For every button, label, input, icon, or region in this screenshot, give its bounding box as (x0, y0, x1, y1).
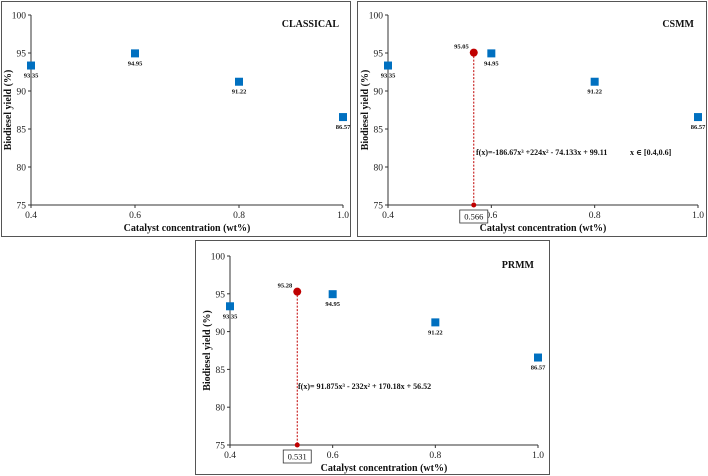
x-tick-label: 0.4 (382, 211, 394, 221)
chart-title: PRMM (502, 260, 535, 271)
chart-prmm: 75 80 85 90 95 100 0.4 0.6 0.8 1.0 Catalyst concen… (202, 253, 546, 475)
y-axis-label: Biodiesel yield (%) (360, 70, 371, 151)
y-tick-label: 95 (216, 290, 226, 300)
data-label: 94.95 (484, 60, 499, 67)
domain-note: x ∈ [0.4,0.6] (630, 148, 672, 157)
data-point (694, 113, 702, 122)
data-point (226, 302, 234, 311)
y-tick-label: 95 (17, 50, 27, 60)
y-tick-label: 85 (216, 366, 226, 376)
y-tick-label: 90 (374, 88, 384, 98)
data-label: 93.35 (381, 73, 396, 80)
data-label: 94.95 (325, 301, 340, 308)
data-point (339, 113, 347, 122)
data-label: 91.22 (428, 329, 443, 336)
x-tick-label: 0.4 (224, 451, 236, 461)
chart-panel-classical: 75 80 85 90 95 100 0.4 0.6 0.8 1.0 Catalyst concen… (1, 1, 351, 237)
data-label: 94.95 (128, 60, 143, 67)
chart-classical: 75 80 85 90 95 100 0.4 0.6 0.8 1.0 Catalyst concen… (3, 12, 351, 235)
regression-equation: f(x)= 91.875x³ - 232x² + 170.18x + 56.52 (298, 382, 431, 391)
y-axis-label: Biodiesel yield (%) (3, 70, 14, 151)
data-point (27, 61, 35, 70)
y-tick-label: 90 (17, 88, 27, 98)
optimum-point (293, 287, 302, 296)
data-point (131, 49, 139, 58)
data-point (235, 77, 243, 86)
y-tick-label: 75 (216, 442, 226, 452)
optimum-x-box (459, 209, 489, 224)
optimum-point (469, 48, 478, 57)
x-axis-label: Catalyst concentration (wt%) (480, 223, 607, 234)
optimum-x-marker (471, 202, 477, 208)
data-label: 93.35 (223, 313, 238, 320)
y-tick-label: 100 (12, 12, 27, 22)
chart-csmm: 75 80 85 90 95 100 0.4 0.6 0.8 1.0 Catalyst concen… (360, 12, 706, 235)
data-label: 86.57 (691, 124, 706, 131)
data-label: 93.35 (24, 73, 39, 80)
x-tick-label: 0.8 (233, 211, 245, 221)
x-tick-label: 0.6 (129, 211, 141, 221)
y-tick-label: 75 (17, 202, 27, 212)
data-label: 91.22 (587, 89, 602, 96)
x-tick-label: 0.4 (25, 211, 37, 221)
y-tick-label: 80 (374, 164, 384, 174)
y-tick-label: 80 (17, 164, 27, 174)
data-point (328, 290, 337, 299)
y-tick-label: 75 (374, 202, 384, 212)
data-label: 91.22 (232, 89, 247, 96)
optimum-x-box (282, 449, 312, 464)
data-point (487, 49, 496, 58)
x-tick-label: 1.0 (532, 451, 544, 461)
optimum-x-label: 0.566 (464, 212, 483, 222)
chart-title: CSMM (662, 19, 694, 30)
x-tick-label: 0.6 (327, 451, 339, 461)
x-axis-label: Catalyst concentration (wt%) (124, 223, 251, 234)
chart-panel-prmm: 75 80 85 90 95 100 0.4 0.6 0.8 1.0 Catalyst concen… (195, 240, 550, 475)
y-tick-label: 80 (216, 404, 226, 414)
y-axis-label: Biodiesel yield (%) (202, 310, 213, 391)
x-tick-label: 1.0 (692, 211, 704, 221)
optimum-value-label: 95.28 (278, 283, 293, 290)
x-tick-label: 0.8 (429, 451, 441, 461)
data-point (590, 77, 599, 86)
y-tick-label: 100 (211, 253, 226, 263)
optimum-x-marker (294, 442, 300, 448)
x-tick-label: 0.6 (485, 211, 497, 221)
data-point (431, 318, 440, 327)
x-tick-label: 1.0 (337, 211, 349, 221)
x-tick-label: 0.8 (589, 211, 601, 221)
y-tick-label: 100 (369, 12, 384, 22)
chart-title: CLASSICAL (282, 19, 340, 30)
data-point (384, 61, 392, 70)
y-tick-label: 95 (374, 50, 384, 60)
x-axis-label: Catalyst concentration (wt%) (321, 463, 448, 474)
data-label: 86.57 (336, 124, 351, 131)
regression-equation: f(x)=-186.67x³ +224x² - 74.133x + 99.11 (476, 148, 607, 157)
y-tick-label: 85 (17, 126, 27, 136)
y-tick-label: 90 (216, 328, 226, 338)
optimum-x-label: 0.531 (288, 452, 307, 462)
optimum-value-label: 95.05 (454, 44, 469, 51)
data-point (534, 353, 542, 362)
data-label: 86.57 (531, 365, 546, 372)
y-tick-label: 85 (374, 126, 384, 136)
chart-panel-csmm: 75 80 85 90 95 100 0.4 0.6 0.8 1.0 Catalyst concen… (357, 1, 707, 237)
